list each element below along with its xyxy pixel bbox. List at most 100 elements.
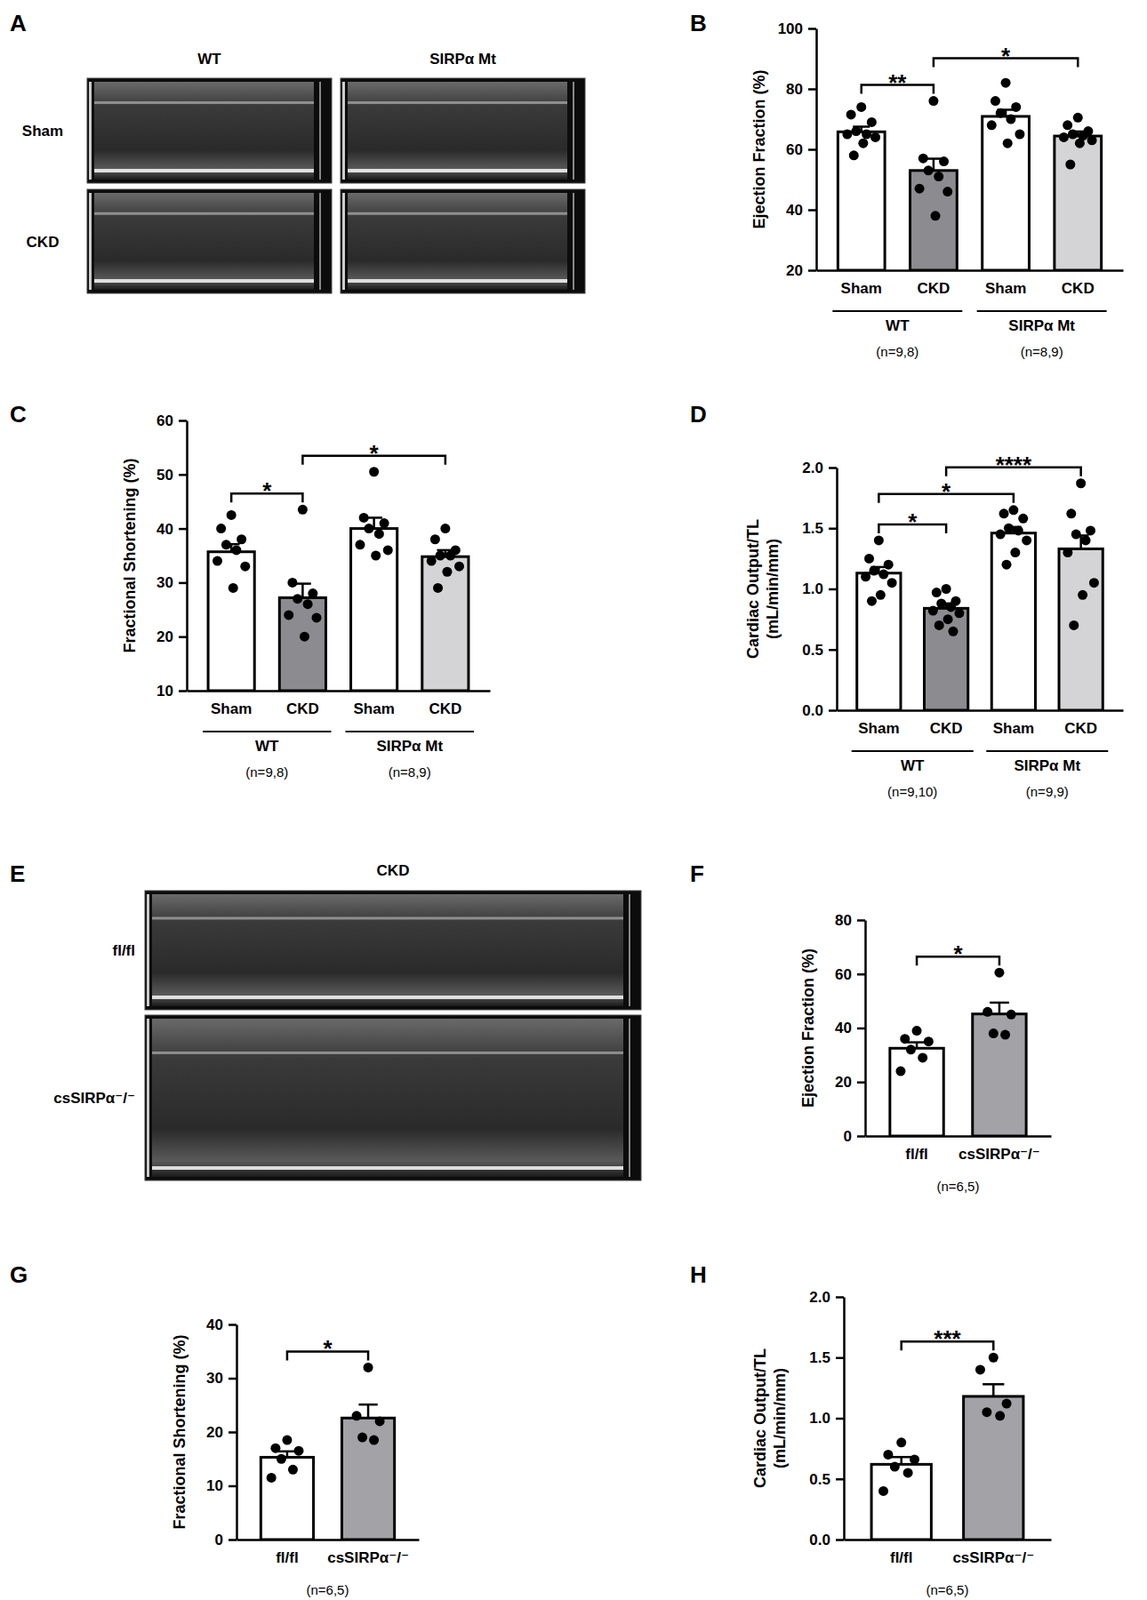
echo-panel: CKDfl/flcsSIRPα⁻/⁻ [53, 862, 642, 1181]
echo-scale [628, 894, 631, 1007]
y-axis: 020406080 [834, 912, 866, 1146]
data-point [1065, 160, 1075, 170]
bar [208, 552, 255, 691]
x-tick-label: fl/fl [905, 1146, 929, 1164]
y-tick-label: 100 [778, 20, 803, 38]
data-point [433, 583, 443, 594]
echo-scale [88, 192, 92, 290]
data-point [864, 553, 875, 564]
y-axis-title: (mL/min/mm) [763, 538, 782, 640]
y-tick: 20 [786, 262, 817, 280]
data-point [276, 1454, 287, 1465]
plot-marks [837, 78, 1101, 271]
y-tick-label: 50 [156, 466, 174, 484]
data-point [1089, 577, 1099, 588]
y-tick: 50 [156, 466, 187, 484]
bar [341, 1418, 394, 1541]
data-point [441, 567, 452, 578]
significance-label: * [369, 440, 380, 467]
y-tick-mark [828, 466, 837, 470]
group-label: WT [885, 317, 910, 335]
echo-wall [152, 995, 624, 1000]
y-tick: 20 [206, 1424, 237, 1442]
y-tick-label: 0.0 [802, 702, 824, 720]
data-point [226, 510, 237, 521]
data-point [931, 587, 942, 598]
data-point [878, 569, 889, 580]
data-point [312, 612, 322, 623]
x-tick-label: CKD [1064, 720, 1098, 738]
y-tick: 0.5 [802, 641, 837, 659]
data-point [868, 566, 879, 577]
data-point [874, 535, 884, 546]
data-point [212, 556, 223, 567]
data-point [866, 596, 877, 607]
data-point [947, 626, 958, 637]
y-tick-label: 60 [156, 412, 174, 430]
y-tick: 10 [206, 1477, 237, 1495]
y-tick: 10 [156, 682, 187, 700]
echo-field [94, 81, 314, 180]
data-point [896, 1437, 907, 1448]
echo-field [94, 192, 314, 290]
data-point [923, 1036, 934, 1047]
x-tick-label: CKD [916, 280, 950, 297]
data-point [914, 184, 925, 194]
data-point [887, 577, 898, 588]
x-tick-label: Sham [841, 280, 883, 297]
y-tick-label: 40 [834, 1019, 852, 1037]
y-tick: 40 [156, 521, 187, 538]
group-n: (n=9,8) [875, 344, 919, 360]
data-point [883, 560, 894, 570]
y-tick-label: 10 [206, 1477, 224, 1495]
significance-label: ** [888, 69, 907, 97]
data-point [236, 534, 247, 545]
y-axis: 010203040 [206, 1316, 237, 1549]
y-tick: 0.0 [802, 702, 837, 720]
significance-label: **** [995, 451, 1033, 479]
data-point [899, 1034, 910, 1044]
y-tick: 1.0 [809, 1410, 844, 1428]
y-axis-title: Ejection Fraction (%) [799, 948, 818, 1108]
error-bar-stem [992, 1384, 995, 1397]
error-bar-cap [982, 1383, 1004, 1387]
y-tick: 1.0 [802, 580, 837, 598]
bar [991, 533, 1035, 711]
data-point [1002, 560, 1012, 570]
echo-image [340, 189, 586, 294]
data-point [240, 561, 250, 572]
data-point [930, 210, 941, 221]
x-tick: CKD [930, 720, 963, 738]
group-underline [345, 730, 474, 733]
y-tick: 40 [206, 1316, 237, 1334]
data-point [383, 545, 394, 555]
y-tick-mark [828, 588, 837, 592]
error-bar-cap [358, 1403, 377, 1407]
x-tick: CKD [916, 280, 950, 297]
y-tick-label: 60 [834, 966, 852, 984]
echo-wall [347, 168, 568, 173]
group-label: SIRPα Mt [1008, 317, 1075, 335]
data-point [368, 466, 379, 477]
data-point [379, 518, 390, 529]
y-tick-mark [808, 269, 817, 273]
data-point [928, 96, 939, 106]
data-point [303, 599, 313, 610]
data-point [357, 1433, 368, 1444]
x-axis: fl/flcsSIRPα⁻/⁻ [866, 1137, 1052, 1164]
x-axis-line [237, 1539, 420, 1542]
y-tick: 0 [215, 1532, 237, 1549]
group-n: (n=6,5) [306, 1582, 350, 1598]
y-tick: 60 [786, 141, 817, 159]
data-point [1010, 547, 1020, 558]
data-point [1062, 120, 1073, 130]
data-point [895, 1066, 906, 1077]
x-tick-label: CKD [1061, 280, 1095, 297]
data-point [878, 1486, 889, 1497]
y-tick-mark [178, 528, 187, 531]
y-tick: 100 [778, 20, 817, 38]
echo-scale [319, 81, 321, 180]
y-tick: 60 [156, 412, 187, 430]
data-point [912, 1026, 923, 1036]
group-label: WT [255, 737, 280, 755]
